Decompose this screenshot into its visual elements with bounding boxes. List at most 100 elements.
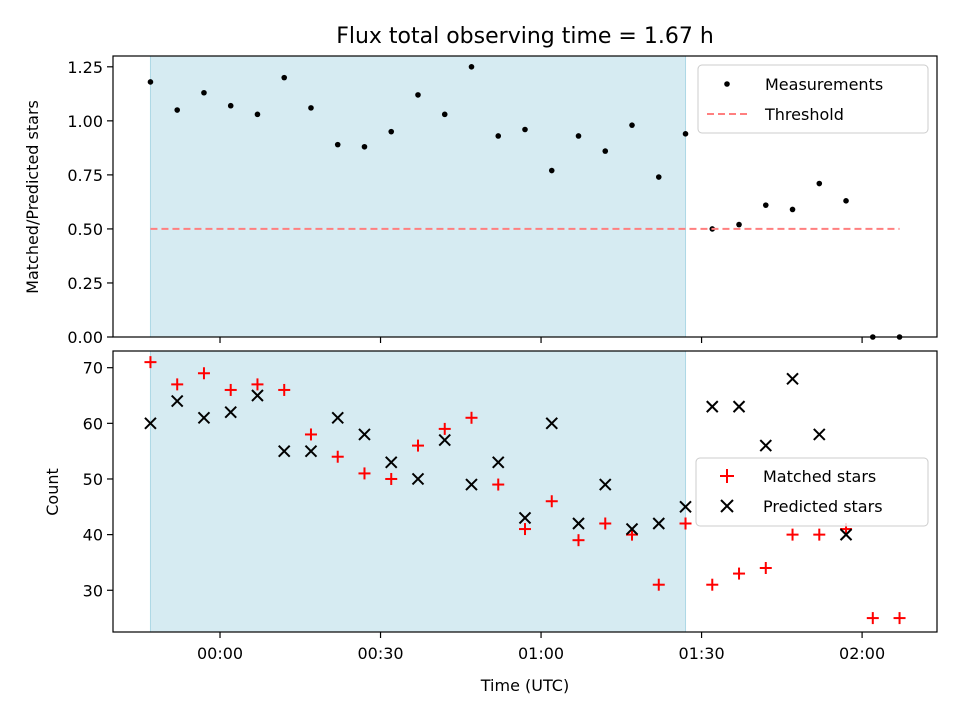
matched-stars-point [679,517,692,530]
legend-measurements-label: Measurements [765,75,883,94]
predicted-stars-point [438,433,451,447]
measurement-point [441,111,448,118]
predicted-stars-point [278,444,291,458]
x-tick-label: 00:30 [357,644,403,663]
measurement-point [361,143,368,150]
x-tick-label: 01:30 [679,644,725,663]
predicted-stars-point [358,428,371,441]
matched-stars-point [706,578,719,591]
measurement-point [174,107,181,113]
predicted-stars-point [171,394,184,408]
measurement-point [334,141,341,148]
matched-stars-point [331,450,344,463]
y-tick-label: 0.25 [67,274,103,293]
predicted-stars-point [572,517,585,530]
matched-stars-point [304,428,317,441]
matched-stars-point [519,523,531,536]
predicted-stars-point [465,478,478,491]
matched-stars-point [893,612,906,625]
matched-stars-point [813,528,826,541]
measurement-point [843,198,849,204]
measurement-point [281,74,288,81]
predicted-stars-point [251,389,264,402]
matched-stars-point [197,367,210,380]
predicted-stars-point [813,428,826,441]
measurement-point [201,89,207,96]
x-tick-label: 00:00 [197,644,243,663]
measurement-point [495,133,502,139]
measurement-point [415,92,421,98]
matched-stars-point [224,383,237,396]
observing-interval-shade-top [149,55,687,338]
count-legend-box [695,457,929,527]
matched-stars-point [411,439,424,452]
matched-stars-point [278,383,291,396]
measurement-point [575,133,582,139]
measurement-point [655,174,662,180]
measurement-point [682,131,689,137]
predicted-stars-point [197,411,211,424]
predicted-stars-point [304,444,318,458]
measurement-point [789,206,796,213]
predicted-stars-point [786,372,799,386]
y-tick-label: 0.75 [67,166,103,185]
y-tick-label: 50 [83,470,103,489]
predicted-stars-point [652,517,665,530]
predicted-stars-point [331,411,344,424]
x-axis-label: Time (UTC) [480,676,569,695]
predicted-stars-point [732,400,746,413]
x-tick-label: 01:00 [518,644,564,663]
legend-matched-label: Matched stars [763,467,876,486]
legend-matched-marker [720,469,734,483]
predicted-stars-point [518,511,532,525]
y-tick-label: 0.00 [67,328,103,347]
ratio-panel-frame [112,55,938,338]
measurement-point [227,102,234,109]
measurement-point [762,202,769,208]
y-tick-label: 30 [83,581,103,600]
matched-stars-point [759,562,772,575]
observing-interval-shade-bottom [149,350,687,633]
y-tick-label: 0.50 [67,220,103,239]
measurement-point [388,128,395,135]
matched-stars-point [652,578,665,591]
y-tick-label: 60 [83,414,103,433]
predicted-stars-point [706,400,719,413]
measurement-point [816,180,823,187]
ratio-legend-box [697,64,929,134]
count-legend: Matched stars Predicted stars [695,457,929,527]
ratio-panel: 0.00 0.25 0.50 0.75 1.00 1.25 Matched/Predict… [23,55,938,347]
y-tick-label: 40 [83,526,103,545]
measurement-point [522,126,528,133]
predicted-stars-point [599,478,612,491]
matched-stars-point [385,472,398,485]
y-tick-label: 1.00 [67,112,103,131]
matched-stars-point [572,534,585,547]
matched-stars-point [438,422,451,435]
count-panel-frame [112,350,938,633]
legend-predicted-label: Predicted stars [763,497,883,516]
ratio-legend: Measurements Threshold [697,64,929,134]
ratio-y-axis-label: Matched/Predicted stars [23,100,42,294]
matched-stars-point [786,528,799,541]
matched-stars-point [733,567,746,580]
legend-predicted-marker [720,499,734,513]
predicted-stars-point [759,439,772,452]
matched-stars-point [866,612,879,625]
measurement-point [254,111,261,118]
legend-threshold-label: Threshold [764,105,844,124]
predicted-stars-point [839,528,853,541]
measurement-point [548,167,555,174]
matched-stars-point [545,495,558,508]
predicted-stars-point [224,406,237,419]
x-tick-label: 02:00 [839,644,885,663]
matched-stars-point [358,467,371,480]
predicted-stars-point [492,456,505,469]
measurement-point [468,64,475,70]
matched-stars-point [599,517,612,530]
predicted-stars-point [545,417,558,430]
predicted-stars-point [411,472,425,486]
predicted-stars-point [385,456,398,469]
chart-title: Flux total observing time = 1.67 h [336,24,714,49]
